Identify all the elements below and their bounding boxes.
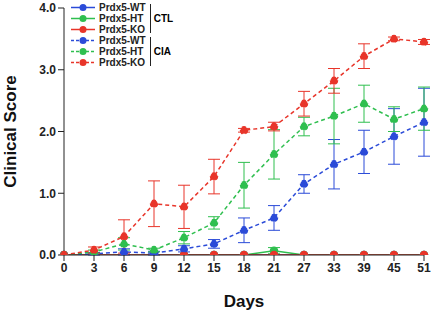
svg-text:6: 6 [121,261,128,275]
svg-text:9: 9 [151,261,158,275]
html-text:CTL: CTL [153,13,174,24]
html-text:CIA: CIA [153,46,171,57]
html-text:Prdx5-KO: Prdx5-KO [99,24,146,35]
svg-text:12: 12 [177,261,191,275]
svg-text:45: 45 [387,261,401,275]
html-text:Prdx5-HT: Prdx5-HT [99,46,144,57]
svg-text:2.0: 2.0 [39,125,56,139]
svg-text:3.0: 3.0 [39,63,56,77]
svg-text:Days: Days [224,292,265,311]
svg-text:27: 27 [297,261,311,275]
html-text:Prdx5-WT: Prdx5-WT [99,35,146,46]
svg-text:1.0: 1.0 [39,187,56,201]
svg-text:0.0: 0.0 [39,248,56,262]
svg-text:15: 15 [207,261,221,275]
svg-text:0: 0 [61,261,68,275]
svg-text:Clinical Score: Clinical Score [8,75,20,187]
svg-text:39: 39 [357,261,371,275]
svg-text:51: 51 [417,261,424,275]
html-text:Prdx5-KO: Prdx5-KO [99,57,146,68]
html-text:Prdx5-WT: Prdx5-WT [99,2,146,13]
svg-text:21: 21 [267,261,281,275]
svg-text:18: 18 [237,261,251,275]
svg-text:3: 3 [91,261,98,275]
svg-text:4.0: 4.0 [39,1,56,15]
html-text:Prdx5-HT: Prdx5-HT [99,13,144,24]
svg-text:33: 33 [327,261,341,275]
